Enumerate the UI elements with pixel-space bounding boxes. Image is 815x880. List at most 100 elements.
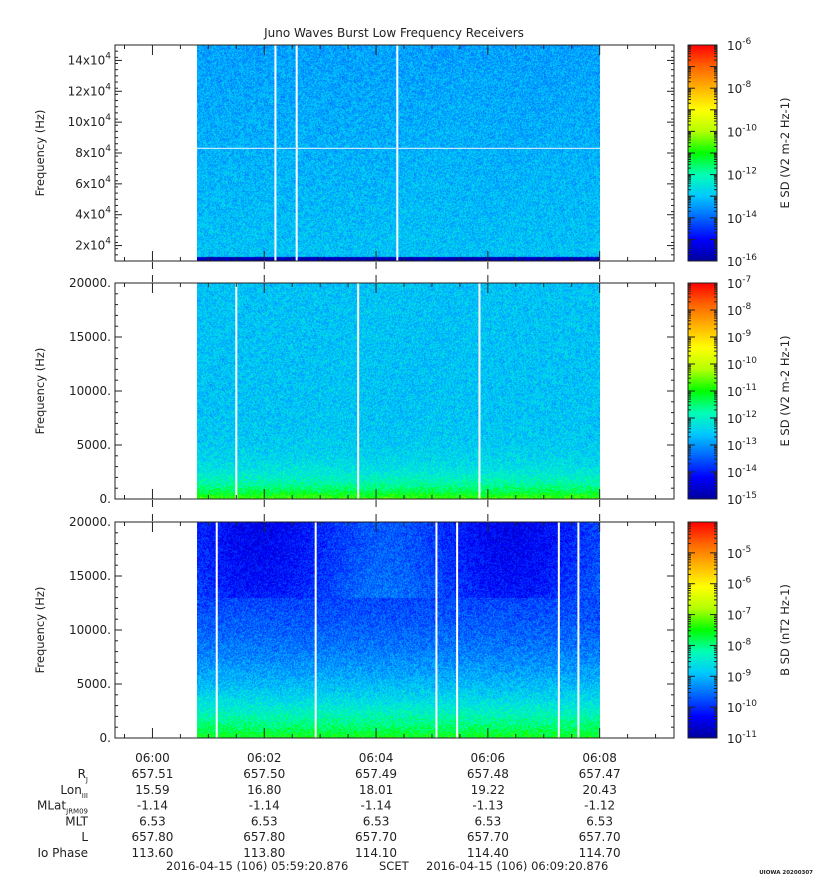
- x-tick-label: 06:06: [471, 751, 506, 765]
- ephemeris-row-label: MLatJRM09: [37, 799, 88, 816]
- x-tick-label: 06:04: [359, 751, 394, 765]
- colorbar-tick-label: 10-11: [727, 383, 757, 399]
- ephemeris-value: 18.01: [359, 783, 393, 797]
- data-gap-line: [295, 45, 298, 261]
- data-gap-line: [577, 522, 580, 738]
- colorbar-tick-label: 10-13: [727, 437, 757, 453]
- y-tick-label: 14x104: [68, 51, 112, 67]
- y-tick-label: 10000.: [69, 384, 111, 398]
- colorbar-tick-label: 10-10: [727, 123, 757, 139]
- y-tick-label: 6x104: [75, 175, 111, 191]
- ephemeris-value: 657.70: [355, 830, 397, 844]
- colorbar-tick-label: 10-8: [727, 80, 752, 96]
- footer-scet-label: SCET: [379, 859, 410, 873]
- data-gap-line: [215, 522, 218, 738]
- ephemeris-value: 657.51: [131, 767, 173, 781]
- y-tick-label: 5000.: [77, 677, 111, 691]
- y-axis-label: Frequency (Hz): [33, 348, 47, 435]
- colorbar-label: E SD (V2 m-2 Hz-1): [778, 335, 792, 446]
- y-tick-label: 10x104: [68, 113, 112, 129]
- colorbar-tick-label: 10-15: [727, 491, 757, 507]
- y-tick-label: 8x104: [75, 144, 111, 160]
- ephemeris-value: 657.80: [131, 830, 173, 844]
- y-axis-label: Frequency (Hz): [33, 587, 47, 674]
- ephemeris-value: -1.12: [584, 799, 615, 813]
- y-tick-label: 2x104: [75, 237, 111, 253]
- colorbar: 10-7 10-8 10-9 10-10 10-11 10-12 10-13 10-14 10-…: [687, 275, 792, 507]
- colorbar-tick-label: 10-14: [727, 210, 757, 226]
- panels: 2x104 4x104 6x104 8x104 10x104 12x104 14x104 Fr…: [33, 37, 792, 746]
- ephemeris-value: 657.50: [243, 767, 285, 781]
- data-gap-line: [274, 45, 277, 261]
- y-tick-label: 12x104: [68, 82, 112, 98]
- ephemeris-value: 657.48: [467, 767, 509, 781]
- ephemeris-value: 113.60: [131, 846, 173, 860]
- colorbar-tick-label: 10-12: [727, 167, 757, 183]
- ephemeris-value: 657.70: [467, 830, 509, 844]
- y-tick-label: 5000.: [77, 438, 111, 452]
- ephemeris-value: 15.59: [135, 783, 169, 797]
- y-tick-label: 20000.: [69, 276, 111, 290]
- ephemeris-value: 16.80: [247, 783, 281, 797]
- footer-start-time: 2016-04-15 (106) 05:59:20.876: [166, 859, 348, 873]
- data-gap-line: [314, 522, 317, 738]
- y-tick-label: 15000.: [69, 330, 111, 344]
- ephemeris-row-label: RJ: [78, 767, 88, 784]
- ephemeris-value: 114.70: [579, 846, 621, 860]
- y-tick-label: 20000.: [69, 515, 111, 529]
- x-tick-label: 06:02: [247, 751, 282, 765]
- spectrogram-panel-2: 0. 5000. 10000. 15000. 20000. Frequency (Hz) 1…: [33, 275, 792, 521]
- ephemeris-row-label: MLT: [65, 814, 88, 828]
- colorbar-tick-label: 10-12: [727, 410, 757, 426]
- ephemeris-value: 657.49: [355, 767, 397, 781]
- colorbar: 10-6 10-8 10-10 10-12 10-14 10-16 E SD (V2 m-2…: [687, 37, 792, 269]
- y-tick-label: 4x104: [75, 206, 111, 222]
- y-tick-label: 0.: [100, 492, 111, 506]
- ephemeris-value: 114.40: [467, 846, 509, 860]
- ephemeris-value: 113.80: [243, 846, 285, 860]
- colorbar-tick-label: 10-10: [727, 699, 757, 715]
- ephemeris-value: 657.70: [579, 830, 621, 844]
- ephemeris-value: -1.14: [361, 799, 392, 813]
- ephemeris-value: 6.53: [474, 814, 501, 828]
- ephemeris-value: 19.22: [471, 783, 505, 797]
- colorbar-tick-label: 10-8: [727, 302, 752, 318]
- colorbar-tick-label: 10-8: [727, 637, 752, 653]
- x-axis: 06:00 06:02 06:04 06:06 06:08: [135, 751, 617, 765]
- x-tick-label: 06:00: [135, 751, 170, 765]
- ephemeris-value: 6.53: [363, 814, 390, 828]
- data-gap-line: [357, 283, 360, 499]
- spectrogram-image: [197, 283, 600, 499]
- spectrogram-image: [197, 522, 600, 738]
- y-axis-label: Frequency (Hz): [33, 110, 47, 197]
- colorbar-tick-label: 10-11: [727, 730, 757, 746]
- colorbar-tick-label: 10-6: [727, 37, 752, 53]
- y-tick-label: 10000.: [69, 623, 111, 637]
- colorbar-tick-label: 10-16: [727, 253, 757, 269]
- colorbar-tick-label: 10-7: [727, 275, 751, 291]
- ephemeris-value: 657.80: [243, 830, 285, 844]
- y-tick-label: 0.: [100, 731, 111, 745]
- colorbar-scale: [687, 521, 718, 739]
- ephemeris-value: 6.53: [251, 814, 278, 828]
- spectrogram-panel-1: 2x104 4x104 6x104 8x104 10x104 12x104 14x104 Fr…: [33, 37, 792, 282]
- ephemeris-row-label: L: [81, 830, 88, 844]
- data-gap-line: [435, 522, 438, 738]
- colorbar: 10-5 10-6 10-7 10-8 10-9 10-10 10-11 B SD (nT2 …: [687, 521, 792, 746]
- colorbar-tick-label: 10-9: [727, 668, 752, 684]
- ephemeris-value: -1.13: [472, 799, 503, 813]
- ephemeris-value: -1.14: [249, 799, 280, 813]
- ephemeris-value: 114.10: [355, 846, 397, 860]
- colorbar-tick-label: 10-5: [727, 545, 751, 561]
- x-tick-label: 06:08: [582, 751, 617, 765]
- y-tick-label: 15000.: [69, 569, 111, 583]
- data-gap-line: [396, 45, 399, 261]
- data-gap-line: [557, 522, 560, 738]
- data-gap-line: [235, 283, 238, 499]
- colorbar-tick-label: 10-10: [727, 356, 757, 372]
- data-gap-line: [478, 283, 481, 499]
- footer-end-time: 2016-04-15 (106) 06:09:20.876: [426, 859, 608, 873]
- ephemeris-value: 6.53: [139, 814, 166, 828]
- colorbar-tick-label: 10-14: [727, 464, 757, 480]
